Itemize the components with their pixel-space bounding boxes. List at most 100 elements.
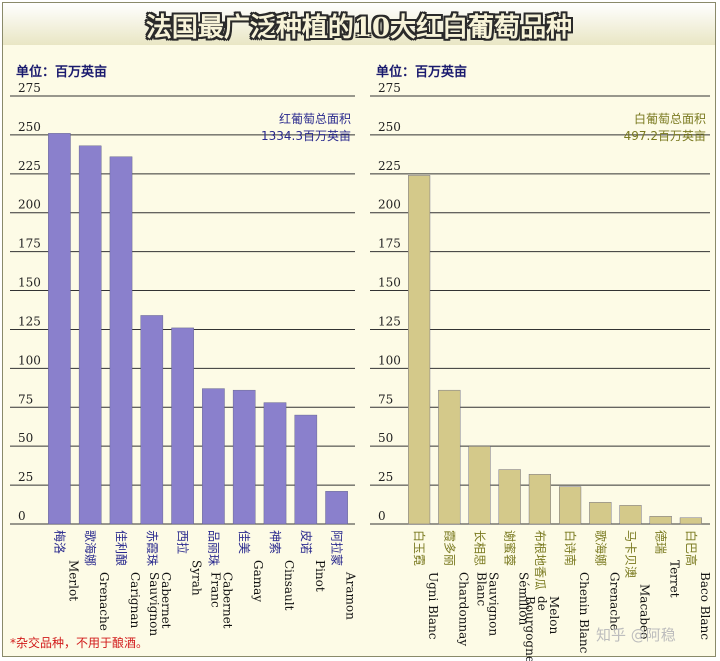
white-bar bbox=[438, 389, 461, 525]
white-y-tick-label: 150 bbox=[378, 276, 401, 290]
red-y-tick-label: 0 bbox=[18, 509, 26, 523]
white-bar bbox=[468, 445, 491, 525]
red-category-cn-label: 阿拉蒙 bbox=[330, 530, 345, 566]
red-category-en-label: Aramon bbox=[344, 571, 358, 620]
white-category-en-label: Bourgogne bbox=[523, 596, 537, 661]
white-y-tick-label: 175 bbox=[378, 237, 401, 251]
red-bar bbox=[78, 145, 102, 525]
red-total-label: 红葡萄总面积 bbox=[279, 111, 351, 126]
red-category-en-label: Grenache bbox=[97, 572, 111, 631]
white-bar bbox=[649, 516, 672, 525]
white-total-value: 497.2百万英亩 bbox=[624, 128, 706, 143]
white-category-cn-label: 白玉霓 bbox=[412, 530, 427, 566]
red-y-tick-label: 200 bbox=[18, 198, 41, 212]
red-category-cn-label: 赤霞珠 bbox=[145, 530, 159, 566]
red-category-cn-label: 佳美 bbox=[237, 530, 251, 554]
red-y-tick-label: 50 bbox=[18, 431, 33, 445]
white-category-cn-label: 白巴高 bbox=[684, 530, 699, 566]
white-category-en-label: Sauvignon bbox=[487, 572, 501, 636]
white-bar bbox=[679, 517, 702, 525]
white-total-label: 白葡萄总面积 bbox=[634, 111, 706, 126]
red-bar bbox=[171, 327, 194, 525]
white-category-en-label: Macabeo bbox=[638, 584, 652, 639]
red-category-en-label: Merlot bbox=[66, 560, 80, 601]
white-category-en-label: Chenin Blanc bbox=[577, 572, 591, 654]
white-category-cn-label: 谢蜜蓉 bbox=[503, 530, 518, 566]
white-y-tick-label: 275 bbox=[378, 81, 401, 95]
red-category-en-label: Cabernet bbox=[220, 572, 234, 629]
white-category-cn-label: 布根地香瓜 bbox=[533, 530, 547, 590]
red-category-cn-label: 歌海娜 bbox=[83, 530, 98, 566]
red-y-tick-label: 225 bbox=[18, 159, 41, 173]
white-category-en-label: Terret bbox=[668, 560, 682, 598]
white-category-en-label: Ugni Blanc bbox=[426, 572, 440, 640]
red-category-en-label: Cinsault bbox=[282, 560, 296, 611]
white-bar bbox=[498, 469, 521, 525]
white-category-cn-label: 德瑞 bbox=[654, 530, 669, 554]
white-y-tick-label: 100 bbox=[378, 353, 401, 367]
white-unit-label: 单位：百万英亩 bbox=[376, 64, 467, 80]
white-category-en-label: Chardonnay bbox=[456, 572, 470, 646]
red-category-en-label: Syrah bbox=[190, 560, 204, 596]
red-category-en-label: Franc bbox=[208, 572, 222, 608]
white-bar bbox=[408, 175, 431, 525]
white-category-en-label: Sémillon bbox=[517, 572, 531, 625]
red-category-en-label: Cabernet bbox=[159, 572, 173, 629]
white-y-tick-label: 50 bbox=[378, 431, 393, 445]
red-bar bbox=[325, 491, 348, 525]
red-category-cn-label: 西拉 bbox=[176, 530, 191, 554]
white-y-tick-label: 125 bbox=[378, 314, 401, 328]
white-bar bbox=[589, 502, 612, 525]
red-category-cn-label: 佳利酿 bbox=[114, 530, 129, 566]
red-bar bbox=[109, 156, 133, 525]
red-bar bbox=[140, 315, 164, 525]
red-y-tick-label: 25 bbox=[18, 470, 33, 484]
red-bar bbox=[48, 133, 71, 525]
watermark: 知乎 @阿稳 bbox=[596, 626, 676, 644]
red-category-cn-label: 神索 bbox=[268, 530, 282, 554]
red-category-en-label: Gamay bbox=[251, 560, 265, 602]
red-bar bbox=[202, 388, 225, 525]
red-y-tick-label: 150 bbox=[18, 276, 41, 290]
white-category-en-label: Baco Blanc bbox=[698, 572, 712, 640]
title-banner bbox=[3, 3, 715, 45]
red-category-cn-label: 品丽珠 bbox=[206, 530, 220, 566]
red-y-tick-label: 75 bbox=[18, 392, 33, 406]
white-category-cn-label: 白诗南 bbox=[563, 530, 578, 566]
white-y-tick-label: 250 bbox=[378, 120, 401, 134]
white-category-cn-label: 长相思 bbox=[473, 530, 487, 566]
white-bar bbox=[619, 505, 642, 525]
red-category-en-label: Carignan bbox=[128, 572, 142, 628]
white-y-tick-label: 25 bbox=[378, 470, 393, 484]
white-category-cn-label: 歌海娜 bbox=[593, 530, 608, 566]
white-bar bbox=[528, 473, 551, 525]
red-unit-label: 单位：百万英亩 bbox=[16, 64, 107, 80]
white-y-tick-label: 0 bbox=[378, 509, 386, 523]
chart-title: 法国最广泛种植的10大红白葡萄品种 bbox=[145, 13, 573, 43]
red-y-tick-label: 275 bbox=[18, 81, 41, 95]
white-y-tick-label: 225 bbox=[378, 159, 401, 173]
white-category-en-label: de bbox=[535, 596, 549, 611]
red-y-tick-label: 125 bbox=[18, 314, 41, 328]
white-category-en-label: Melon bbox=[547, 596, 561, 634]
red-bar bbox=[232, 389, 256, 525]
red-bar bbox=[263, 402, 287, 525]
footnote: *杂交品种，不用于酿酒。 bbox=[10, 636, 149, 650]
white-category-cn-label: 马卡贝澳 bbox=[624, 530, 638, 578]
white-category-cn-label: 霞多丽 bbox=[442, 530, 456, 566]
white-y-tick-label: 75 bbox=[378, 392, 393, 406]
red-y-tick-label: 250 bbox=[18, 120, 41, 134]
red-y-tick-label: 100 bbox=[18, 353, 41, 367]
red-y-tick-label: 175 bbox=[18, 237, 41, 251]
white-category-en-label: Blanc bbox=[475, 572, 489, 607]
white-category-en-label: Grenache bbox=[607, 572, 621, 631]
red-category-en-label: Pinot bbox=[313, 560, 327, 592]
red-category-cn-label: 梅洛 bbox=[52, 530, 67, 554]
white-bar bbox=[559, 486, 582, 525]
red-bar bbox=[294, 414, 318, 525]
red-total-value: 1334.3百万英亩 bbox=[261, 128, 351, 143]
red-category-cn-label: 皮诺 bbox=[299, 530, 313, 554]
red-category-en-label: Sauvignon bbox=[147, 572, 161, 636]
white-y-tick-label: 200 bbox=[378, 198, 401, 212]
